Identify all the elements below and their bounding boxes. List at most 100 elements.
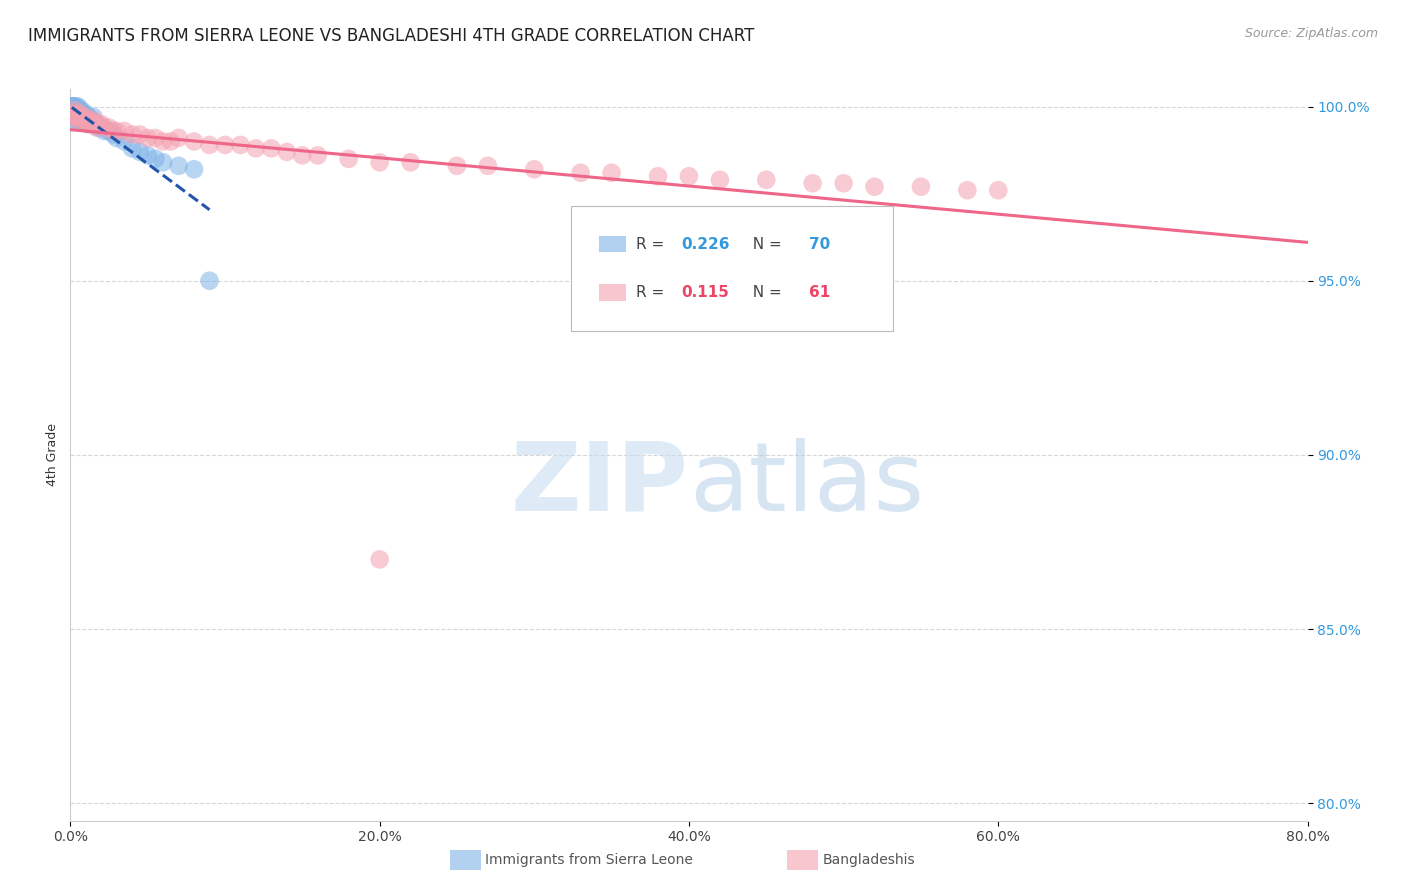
FancyBboxPatch shape <box>571 206 893 331</box>
Point <box>86 117 108 131</box>
Point <box>477 159 499 173</box>
Point <box>956 183 979 197</box>
Point <box>65 106 87 120</box>
Point <box>76 110 98 124</box>
Point <box>121 128 143 142</box>
Point <box>136 148 159 162</box>
Point <box>65 100 87 114</box>
Point <box>98 120 120 135</box>
Point <box>76 113 98 128</box>
Point <box>82 110 105 124</box>
Point <box>67 103 90 117</box>
Point <box>70 106 93 120</box>
Point <box>198 137 221 152</box>
Point <box>105 124 128 138</box>
Point <box>82 117 105 131</box>
Point <box>62 100 84 114</box>
Point <box>93 120 115 135</box>
Point <box>73 113 96 128</box>
Point <box>75 106 97 120</box>
Point <box>79 113 101 128</box>
Point <box>60 100 83 114</box>
Point <box>103 128 125 142</box>
Point <box>70 110 93 124</box>
Point <box>62 103 84 117</box>
Point <box>60 100 83 114</box>
Point <box>600 166 623 180</box>
Point <box>136 131 159 145</box>
Point <box>98 124 120 138</box>
Point <box>709 173 731 187</box>
Point <box>183 135 205 149</box>
Point <box>84 117 107 131</box>
Text: N =: N = <box>744 285 787 300</box>
Point <box>60 100 83 114</box>
Point <box>755 173 778 187</box>
Point <box>63 110 86 124</box>
Text: atlas: atlas <box>689 438 924 531</box>
Point <box>69 110 91 124</box>
Point <box>152 155 174 169</box>
Point <box>183 162 205 177</box>
Point <box>103 124 125 138</box>
Point <box>72 113 94 128</box>
Point <box>62 100 84 114</box>
Point <box>67 110 90 124</box>
Point <box>65 103 87 117</box>
Point <box>987 183 1010 197</box>
Point <box>70 113 93 128</box>
Text: 0.115: 0.115 <box>682 285 730 300</box>
Point <box>80 117 103 131</box>
Point <box>62 100 84 114</box>
Text: R =: R = <box>636 285 669 300</box>
Point <box>65 106 87 120</box>
Text: Immigrants from Sierra Leone: Immigrants from Sierra Leone <box>485 853 693 867</box>
Point <box>276 145 298 159</box>
Point <box>75 110 97 124</box>
Point <box>60 106 83 120</box>
Point <box>72 110 94 124</box>
Point <box>60 100 83 114</box>
Point <box>368 552 391 566</box>
Point <box>72 110 94 124</box>
Point <box>63 100 86 114</box>
Bar <box>599 285 626 301</box>
Point <box>67 113 90 128</box>
Point <box>87 117 110 131</box>
Point <box>214 137 236 152</box>
Point <box>90 120 112 135</box>
Point <box>399 155 422 169</box>
Point <box>863 179 886 194</box>
Point <box>910 179 932 194</box>
Point <box>569 166 592 180</box>
Bar <box>599 236 626 252</box>
Point <box>72 106 94 120</box>
Point <box>69 106 91 120</box>
Point <box>114 135 135 149</box>
Point <box>105 131 128 145</box>
Point <box>121 141 143 155</box>
Point <box>73 113 96 128</box>
Point <box>63 113 86 128</box>
Point <box>69 113 91 128</box>
Point <box>63 106 86 120</box>
Point <box>368 155 391 169</box>
Text: IMMIGRANTS FROM SIERRA LEONE VS BANGLADESHI 4TH GRADE CORRELATION CHART: IMMIGRANTS FROM SIERRA LEONE VS BANGLADE… <box>28 27 755 45</box>
Point <box>63 103 86 117</box>
Y-axis label: 4th Grade: 4th Grade <box>46 424 59 486</box>
Point <box>129 145 152 159</box>
Text: Bangladeshis: Bangladeshis <box>823 853 915 867</box>
Point <box>82 113 105 128</box>
Point <box>160 135 183 149</box>
Point <box>647 169 669 184</box>
Point <box>129 128 152 142</box>
Point <box>229 137 252 152</box>
Point <box>337 152 360 166</box>
Point <box>77 110 100 124</box>
Point <box>70 103 93 117</box>
Point <box>145 152 166 166</box>
Text: 61: 61 <box>808 285 830 300</box>
Text: 70: 70 <box>808 236 830 252</box>
Point <box>75 110 97 124</box>
Point <box>63 103 86 117</box>
